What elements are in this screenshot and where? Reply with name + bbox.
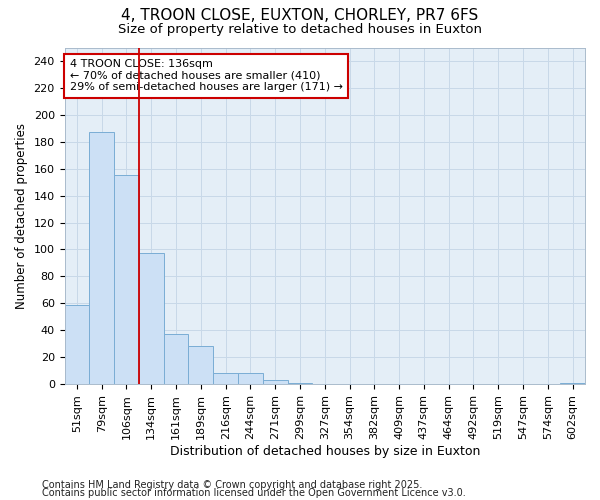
Bar	[263, 380, 287, 384]
Bar	[164, 334, 188, 384]
Bar	[188, 346, 213, 384]
Bar	[213, 374, 238, 384]
Text: 4 TROON CLOSE: 136sqm
← 70% of detached houses are smaller (410)
29% of semi-det: 4 TROON CLOSE: 136sqm ← 70% of detached …	[70, 60, 343, 92]
Bar	[139, 254, 164, 384]
Bar	[238, 374, 263, 384]
Y-axis label: Number of detached properties: Number of detached properties	[15, 123, 28, 309]
Text: Contains HM Land Registry data © Crown copyright and database right 2025.: Contains HM Land Registry data © Crown c…	[42, 480, 422, 490]
Text: 4, TROON CLOSE, EUXTON, CHORLEY, PR7 6FS: 4, TROON CLOSE, EUXTON, CHORLEY, PR7 6FS	[121, 8, 479, 22]
Text: Contains public sector information licensed under the Open Government Licence v3: Contains public sector information licen…	[42, 488, 466, 498]
Bar	[114, 176, 139, 384]
X-axis label: Distribution of detached houses by size in Euxton: Distribution of detached houses by size …	[170, 444, 480, 458]
Bar	[287, 383, 313, 384]
Bar	[65, 304, 89, 384]
Text: Size of property relative to detached houses in Euxton: Size of property relative to detached ho…	[118, 22, 482, 36]
Bar	[89, 132, 114, 384]
Bar	[560, 383, 585, 384]
